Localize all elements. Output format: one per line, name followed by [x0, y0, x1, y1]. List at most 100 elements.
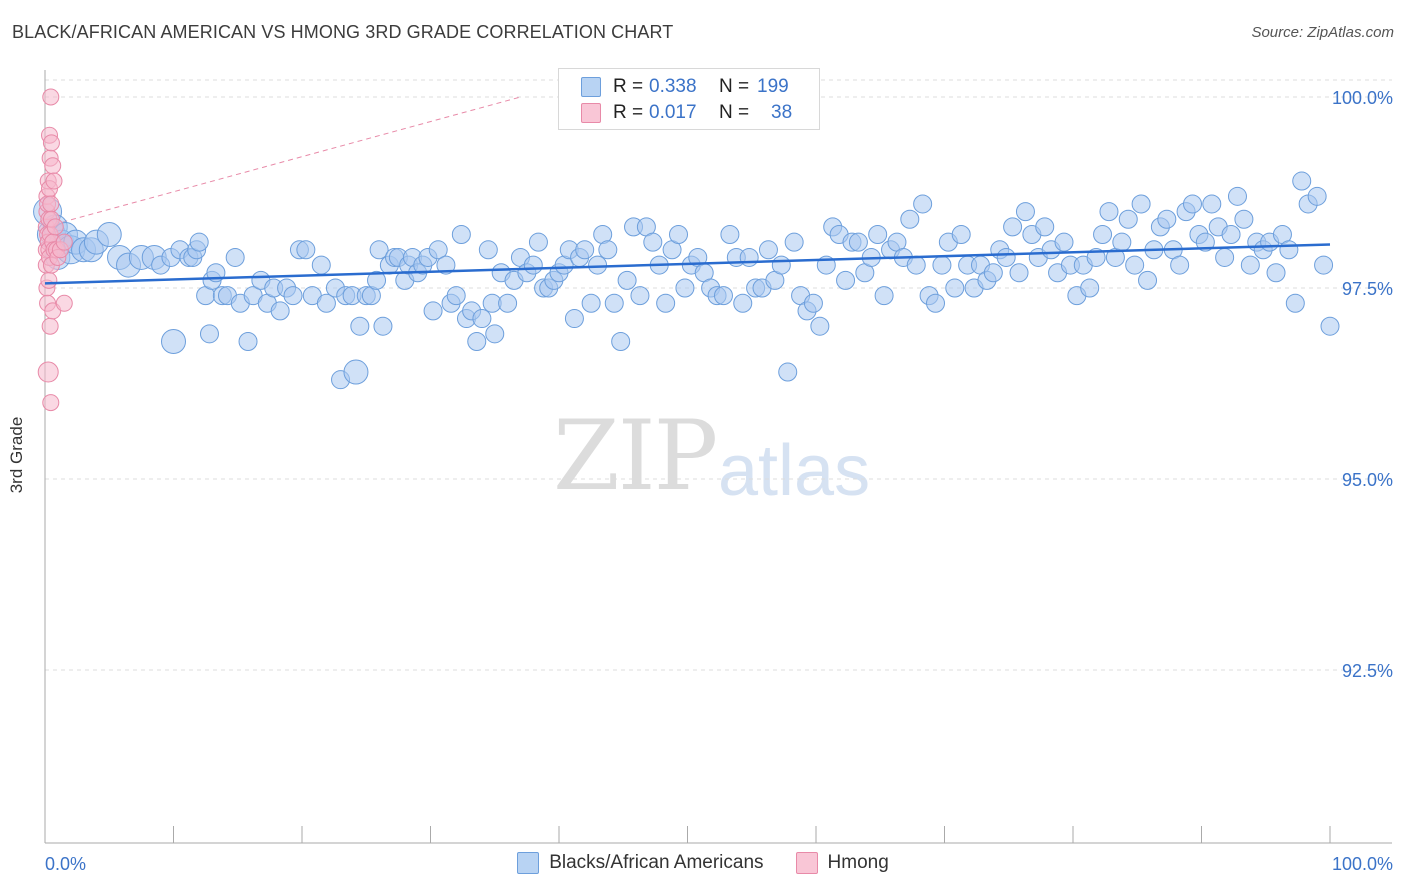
- blacks-point: [523, 255, 543, 275]
- blacks-point: [343, 359, 369, 385]
- blacks-point: [1086, 247, 1106, 267]
- legend-row-hmong: R = 0.017 N = 38: [581, 101, 792, 125]
- blacks-point: [932, 255, 952, 275]
- blacks-point: [951, 225, 971, 245]
- watermark-atlas: atlas: [718, 431, 871, 511]
- blacks-point: [1240, 255, 1260, 275]
- hmong-trend-line: [44, 96, 521, 228]
- blacks-point: [311, 255, 331, 275]
- blacks-point: [446, 286, 466, 306]
- blacks-point: [906, 255, 926, 275]
- blacks-point: [575, 240, 595, 260]
- blacks-point: [1285, 293, 1305, 313]
- n-value: 199: [757, 76, 789, 97]
- blacks-point: [588, 255, 608, 275]
- y-tick-label: 97.5%: [1342, 279, 1393, 299]
- r-label: R =: [613, 102, 644, 123]
- blacks-point: [868, 225, 888, 245]
- blacks-point: [1234, 209, 1254, 229]
- blacks-point: [1112, 232, 1132, 252]
- blacks-point: [1054, 232, 1074, 252]
- blacks-point: [1266, 263, 1286, 283]
- blacks-point: [617, 270, 637, 290]
- blacks-point: [771, 255, 791, 275]
- blacks-point: [656, 293, 676, 313]
- blacks-point: [733, 293, 753, 313]
- r-label: R =: [613, 76, 644, 97]
- blacks-point: [528, 232, 548, 252]
- hmong-point: [37, 361, 59, 383]
- watermark-zip: ZIP: [553, 400, 718, 512]
- blacks-point: [739, 247, 759, 267]
- n-value: 38: [771, 102, 793, 123]
- blacks-point: [581, 293, 601, 313]
- blacks-point: [1320, 316, 1340, 336]
- blacks-point: [758, 240, 778, 260]
- blacks-point: [778, 362, 798, 382]
- hmong-point: [41, 317, 59, 335]
- blacks-point: [485, 324, 505, 344]
- blacks-point: [604, 293, 624, 313]
- blacks-point: [1138, 270, 1158, 290]
- blacks-point: [238, 331, 258, 351]
- blacks-point: [428, 240, 448, 260]
- blacks-point: [296, 240, 316, 260]
- blacks-point: [451, 225, 471, 245]
- blacks-point: [1099, 202, 1119, 222]
- r-value: 0.017: [649, 102, 697, 123]
- legend-swatch-pink: [581, 103, 601, 123]
- blacks-point: [1125, 255, 1145, 275]
- blacks-point: [1227, 186, 1247, 206]
- blacks-point: [983, 263, 1003, 283]
- blacks-point: [1035, 217, 1055, 237]
- legend-item-hmong[interactable]: Hmong: [795, 852, 889, 874]
- blacks-point: [199, 324, 219, 344]
- blacks-point: [713, 286, 733, 306]
- blacks-point: [564, 309, 584, 329]
- blacks-point: [643, 232, 663, 252]
- legend-swatch-pink: [795, 852, 818, 874]
- blacks-point: [720, 225, 740, 245]
- blacks-point: [848, 232, 868, 252]
- legend-swatch-blue: [581, 77, 601, 97]
- blacks-point: [611, 331, 631, 351]
- blacks-point: [161, 328, 186, 354]
- x-tick-label: 0.0%: [45, 854, 86, 874]
- legend-label: Hmong: [827, 852, 889, 873]
- hmong-point: [44, 157, 62, 175]
- blacks-point: [996, 247, 1016, 267]
- blacks-point: [367, 270, 387, 290]
- chart-title: BLACK/AFRICAN AMERICAN VS HMONG 3RD GRAD…: [12, 22, 674, 42]
- hmong-point: [45, 172, 63, 190]
- hmong-point: [42, 88, 60, 106]
- blacks-point: [784, 232, 804, 252]
- y-tick-label: 100.0%: [1332, 88, 1393, 108]
- blacks-point: [96, 222, 122, 248]
- blacks-point: [926, 293, 946, 313]
- source-label: Source: ZipAtlas.com: [1251, 24, 1394, 41]
- x-tick-label: 100.0%: [1332, 854, 1393, 874]
- correlation-legend: R = 0.338 N = 199 R = 0.017 N = 38: [558, 68, 820, 130]
- blacks-point: [1215, 247, 1235, 267]
- hmong-point: [55, 294, 73, 312]
- blacks-point: [630, 286, 650, 306]
- legend-item-blacks[interactable]: Blacks/African Americans: [517, 852, 764, 874]
- blacks-point: [436, 255, 456, 275]
- blacks-point: [1221, 225, 1241, 245]
- blacks-point: [675, 278, 695, 298]
- blacks-point: [913, 194, 933, 214]
- blacks-point: [283, 286, 303, 306]
- blacks-point: [1195, 232, 1215, 252]
- blacks-point: [1118, 209, 1138, 229]
- blacks-point: [316, 293, 336, 313]
- blacks-point: [1314, 255, 1334, 275]
- blacks-point: [669, 225, 689, 245]
- blacks-trend-line: [44, 243, 1331, 285]
- blacks-point: [467, 331, 487, 351]
- blacks-point: [1202, 194, 1222, 214]
- legend-label: Blacks/African Americans: [549, 852, 764, 873]
- blacks-point: [1157, 209, 1177, 229]
- blacks-point: [369, 240, 389, 260]
- blacks-point: [1015, 202, 1035, 222]
